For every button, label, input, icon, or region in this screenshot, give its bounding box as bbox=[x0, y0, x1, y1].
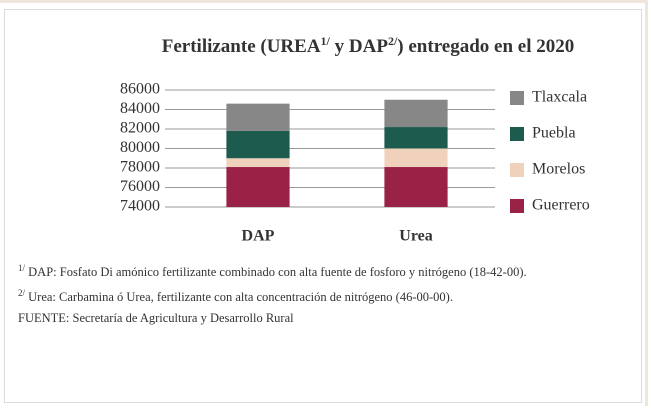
note: 1/ DAP: Fosfato Di amónico fertilizante … bbox=[18, 258, 618, 283]
bar-segment bbox=[384, 127, 448, 149]
legend-swatch bbox=[510, 199, 524, 213]
legend-label: Tlaxcala bbox=[532, 89, 587, 106]
title-part: Fertilizante (UREA bbox=[162, 36, 321, 57]
legend-swatch bbox=[510, 163, 524, 177]
note: 2/ Urea: Carbamina ó Urea, fertilizante … bbox=[18, 283, 618, 308]
legend-swatch bbox=[510, 91, 524, 105]
chart: Fertilizante (UREA1/ y DAP2/) entregado … bbox=[120, 34, 590, 245]
bar-segment bbox=[226, 167, 290, 207]
y-tick-label: 84000 bbox=[120, 100, 160, 117]
notes: 1/ DAP: Fosfato Di amónico fertilizante … bbox=[18, 258, 618, 329]
legend-swatch bbox=[510, 127, 524, 141]
title-part: ) entregado en el 2020 bbox=[397, 36, 574, 57]
y-tick-label: 74000 bbox=[120, 198, 160, 215]
y-tick-label: 80000 bbox=[120, 139, 160, 156]
legend-label: Puebla bbox=[532, 125, 576, 142]
note-text: DAP: Fosfato Di amónico fertilizante com… bbox=[28, 265, 527, 280]
bar-segment bbox=[226, 158, 290, 168]
title-sup: 1/ bbox=[321, 34, 331, 48]
bar-segment bbox=[384, 167, 448, 207]
y-tick-label: 82000 bbox=[120, 120, 160, 137]
title-part: y DAP bbox=[330, 36, 388, 57]
bar-segment bbox=[384, 148, 448, 168]
x-tick-label: DAP bbox=[242, 228, 275, 245]
bar-segment bbox=[226, 103, 290, 131]
bar-segment bbox=[226, 130, 290, 159]
y-tick-label: 76000 bbox=[120, 178, 160, 195]
legend-label: Guerrero bbox=[532, 197, 590, 214]
title-sup: 2/ bbox=[388, 34, 398, 48]
note-sup: 1/ bbox=[18, 263, 26, 273]
chart-title: Fertilizante (UREA1/ y DAP2/) entregado … bbox=[162, 34, 575, 58]
x-tick-label: Urea bbox=[399, 228, 432, 245]
bar-segment bbox=[384, 99, 448, 128]
y-tick-label: 86000 bbox=[120, 81, 160, 98]
legend-label: Morelos bbox=[532, 161, 585, 178]
note-text: Urea: Carbamina ó Urea, fertilizante con… bbox=[28, 290, 453, 305]
panel bbox=[4, 9, 642, 403]
y-tick-label: 78000 bbox=[120, 159, 160, 176]
source: FUENTE: Secretaría de Agricultura y Desa… bbox=[18, 311, 294, 326]
note-sup: 2/ bbox=[18, 288, 26, 299]
